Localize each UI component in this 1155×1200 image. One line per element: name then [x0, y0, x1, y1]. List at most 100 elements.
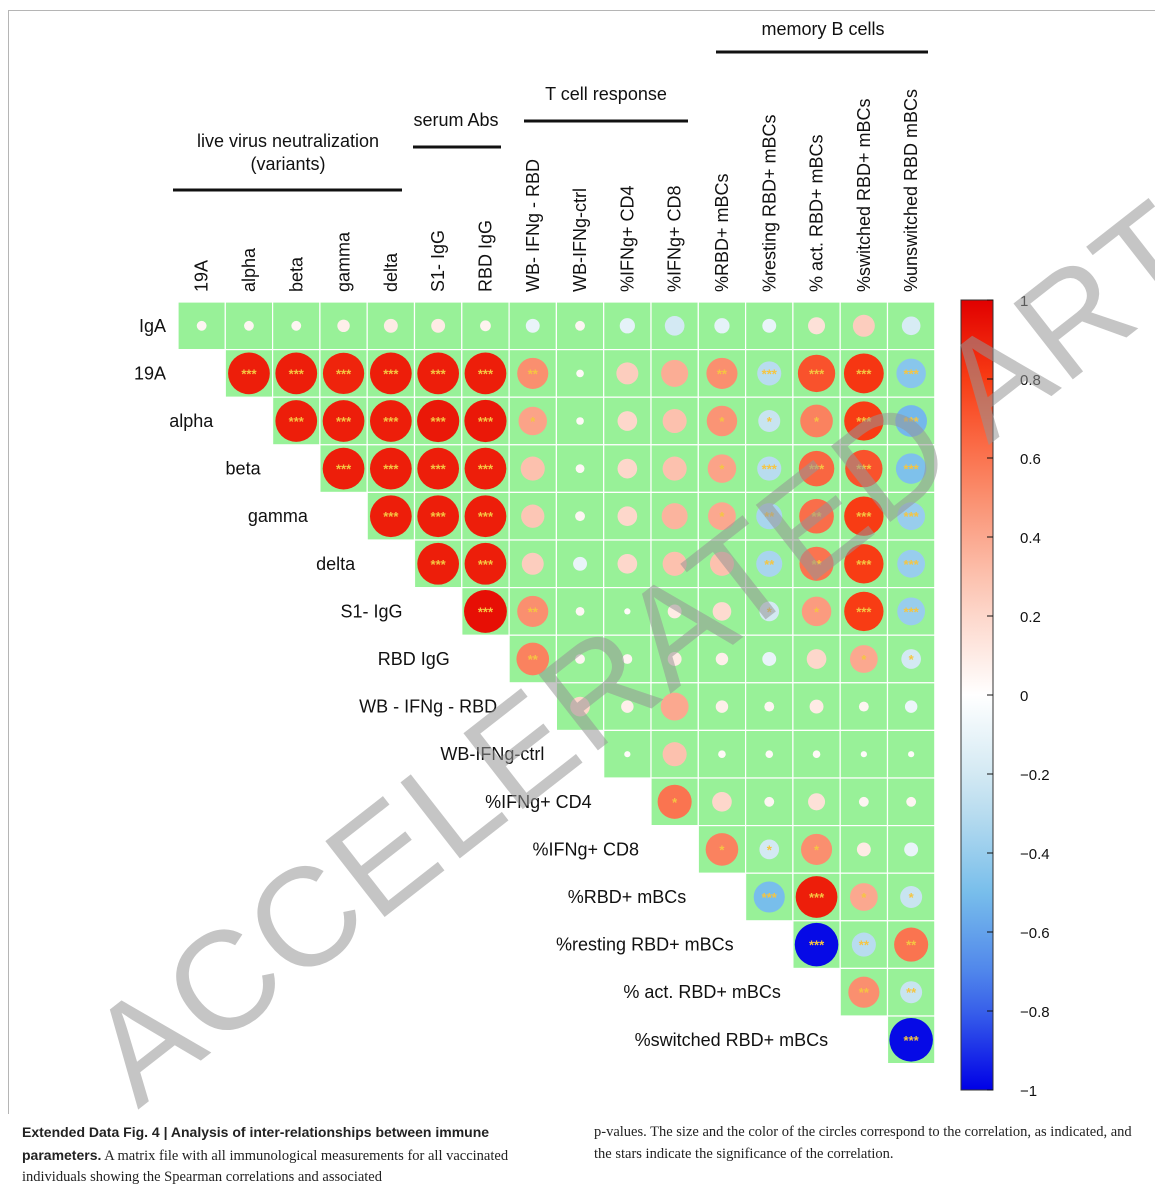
correlation-circle — [706, 357, 738, 389]
caption-title: Extended Data Fig. 4 | Analysis of inter… — [22, 1124, 490, 1163]
significance-stars: *** — [856, 509, 872, 524]
correlation-circle — [417, 495, 460, 538]
group-label: T cell response — [545, 84, 667, 104]
row-label: IgA — [139, 316, 166, 336]
correlation-circle — [705, 833, 739, 866]
significance-stars: * — [909, 652, 915, 667]
significance-stars: ** — [859, 938, 870, 953]
correlation-circle — [667, 652, 682, 666]
significance-stars: *** — [478, 604, 494, 619]
correlation-circle — [228, 352, 270, 395]
significance-stars: * — [530, 414, 536, 429]
correlation-circle — [464, 399, 507, 443]
colorbar-tick-label: 0.4 — [1020, 530, 1041, 547]
row-label: gamma — [248, 506, 309, 526]
correlation-circle — [525, 318, 540, 333]
correlation-circle — [516, 642, 550, 676]
correlation-circle — [575, 464, 585, 473]
correlation-circle — [762, 318, 777, 333]
significance-stars: * — [767, 842, 773, 857]
correlation-circle — [794, 922, 839, 967]
correlation-circle — [575, 607, 585, 616]
significance-stars: *** — [856, 462, 872, 477]
correlation-circle — [908, 751, 915, 758]
significance-stars: *** — [336, 414, 352, 429]
correlation-circle — [369, 495, 412, 538]
significance-stars: *** — [478, 366, 494, 381]
correlation-circle — [617, 458, 638, 479]
correlation-circle — [715, 652, 729, 666]
significance-stars: * — [672, 795, 678, 810]
column-label: % act. RBD+ mBCs — [807, 134, 827, 292]
correlation-circle — [809, 699, 824, 714]
correlation-circle — [575, 654, 585, 664]
column-label: %IFNg+ CD4 — [617, 185, 637, 292]
correlation-circle — [464, 542, 507, 585]
correlation-circle — [521, 504, 545, 528]
correlation-circle — [901, 316, 921, 336]
significance-stars: *** — [383, 462, 399, 477]
significance-stars: * — [909, 890, 915, 905]
correlation-circle — [800, 404, 833, 438]
correlation-circle — [464, 352, 507, 395]
correlation-circle — [718, 750, 726, 759]
correlation-circle — [894, 927, 929, 962]
column-label: beta — [286, 256, 306, 292]
correlation-circle — [844, 544, 884, 584]
correlation-circle — [844, 591, 884, 632]
significance-stars: *** — [478, 414, 494, 429]
correlation-circle — [714, 318, 730, 334]
column-label: %IFNg+ CD8 — [665, 185, 685, 292]
correlation-circle — [619, 318, 635, 334]
correlation-circle — [622, 654, 633, 664]
correlation-circle — [812, 750, 821, 759]
correlation-circle — [570, 696, 590, 717]
significance-stars: *** — [478, 509, 494, 524]
correlation-circle — [464, 447, 507, 490]
correlation-circle — [520, 456, 545, 481]
correlation-circle — [849, 883, 878, 911]
column-label: RBD IgG — [475, 220, 495, 292]
correlation-circle — [843, 353, 884, 394]
correlation-circle — [860, 751, 867, 758]
correlation-circle — [762, 652, 777, 666]
significance-stars: ** — [717, 366, 728, 381]
column-label: WB- IFNg - RBD — [523, 159, 543, 292]
column-label: gamma — [334, 231, 354, 292]
significance-stars: ** — [811, 509, 822, 524]
correlation-circle — [852, 314, 875, 337]
significance-stars: *** — [856, 604, 872, 619]
correlation-circle — [757, 361, 782, 386]
colorbar-tick-label: 0.8 — [1020, 372, 1041, 389]
correlation-circle — [712, 602, 732, 621]
significance-stars: *** — [762, 890, 778, 905]
correlation-circle — [624, 751, 631, 758]
row-label: S1- IgG — [340, 601, 402, 621]
correlation-circle — [706, 405, 738, 437]
correlation-circle — [617, 553, 638, 574]
correlation-circle — [660, 692, 689, 721]
correlation-circle — [759, 839, 780, 860]
correlation-circle — [521, 552, 544, 575]
correlation-circle — [661, 359, 689, 387]
column-label: S1- IgG — [428, 230, 448, 292]
correlation-circle — [369, 352, 412, 395]
correlation-circle — [806, 649, 827, 669]
significance-stars: *** — [904, 462, 920, 477]
correlation-circle — [844, 496, 884, 536]
column-label: delta — [381, 252, 401, 292]
significance-stars: *** — [431, 366, 447, 381]
row-label: %RBD+ mBCs — [568, 887, 687, 907]
significance-stars: ** — [906, 985, 917, 1000]
correlation-circle — [244, 320, 254, 331]
correlation-circle — [291, 320, 302, 331]
correlation-circle — [795, 876, 838, 918]
correlation-circle — [662, 742, 687, 767]
significance-stars: * — [814, 842, 820, 857]
significance-stars: * — [719, 842, 725, 857]
significance-stars: * — [767, 604, 773, 619]
row-label: RBD IgG — [378, 649, 450, 669]
colorbar-tick-label: −0.4 — [1020, 846, 1050, 863]
correlation-circle — [707, 454, 737, 483]
correlation-circle — [799, 546, 834, 581]
